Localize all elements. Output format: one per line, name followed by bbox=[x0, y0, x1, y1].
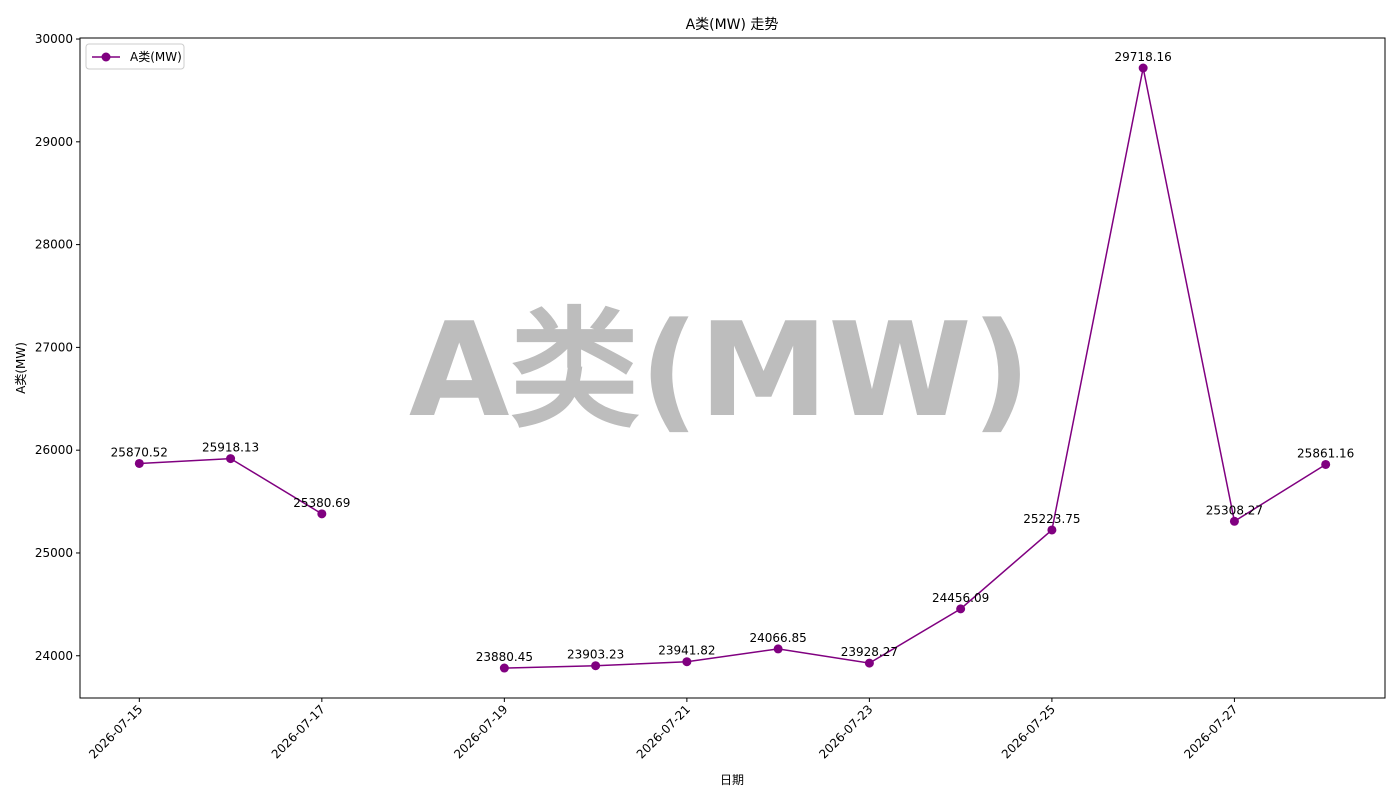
y-tick-label: 27000 bbox=[35, 340, 73, 354]
marker bbox=[1138, 63, 1148, 73]
data-label: 25861.16 bbox=[1297, 446, 1354, 460]
y-tick-label: 26000 bbox=[35, 443, 73, 457]
marker bbox=[317, 509, 327, 519]
data-label: 23941.82 bbox=[658, 644, 715, 658]
marker bbox=[864, 658, 874, 668]
marker bbox=[591, 661, 601, 671]
data-label: 23880.45 bbox=[476, 650, 533, 664]
watermark: A类(MW) bbox=[409, 294, 1031, 446]
data-label: 25308.27 bbox=[1206, 503, 1263, 517]
y-tick-label: 30000 bbox=[35, 32, 73, 46]
y-tick-label: 25000 bbox=[35, 546, 73, 560]
y-axis-label: A类(MW) bbox=[14, 342, 28, 394]
marker bbox=[134, 458, 144, 468]
marker bbox=[499, 663, 509, 673]
marker bbox=[956, 604, 966, 614]
y-tick-label: 28000 bbox=[35, 238, 73, 252]
data-label: 29718.16 bbox=[1115, 50, 1172, 64]
legend-box bbox=[85, 43, 185, 70]
data-label: 23903.23 bbox=[567, 648, 624, 662]
marker bbox=[773, 644, 783, 654]
legend-label: A类(MW) bbox=[130, 50, 182, 64]
marker bbox=[226, 454, 236, 464]
marker bbox=[682, 657, 692, 667]
data-label: 25918.13 bbox=[202, 441, 259, 455]
data-label: 23928.27 bbox=[841, 645, 898, 659]
y-tick-label: 24000 bbox=[35, 649, 73, 663]
legend-marker bbox=[101, 52, 111, 62]
data-label: 24456.09 bbox=[932, 591, 989, 605]
x-axis-label: 日期 bbox=[720, 773, 744, 787]
marker bbox=[1047, 525, 1057, 535]
y-tick-label: 29000 bbox=[35, 135, 73, 149]
data-label: 25870.52 bbox=[111, 445, 168, 459]
data-label: 25223.75 bbox=[1023, 512, 1080, 526]
marker bbox=[1229, 516, 1239, 526]
data-label: 24066.85 bbox=[749, 631, 806, 645]
data-label: 25380.69 bbox=[293, 496, 350, 510]
marker bbox=[1321, 459, 1331, 469]
plot-frame bbox=[79, 37, 1386, 699]
chart-title: A类(MW) 走势 bbox=[686, 17, 779, 33]
